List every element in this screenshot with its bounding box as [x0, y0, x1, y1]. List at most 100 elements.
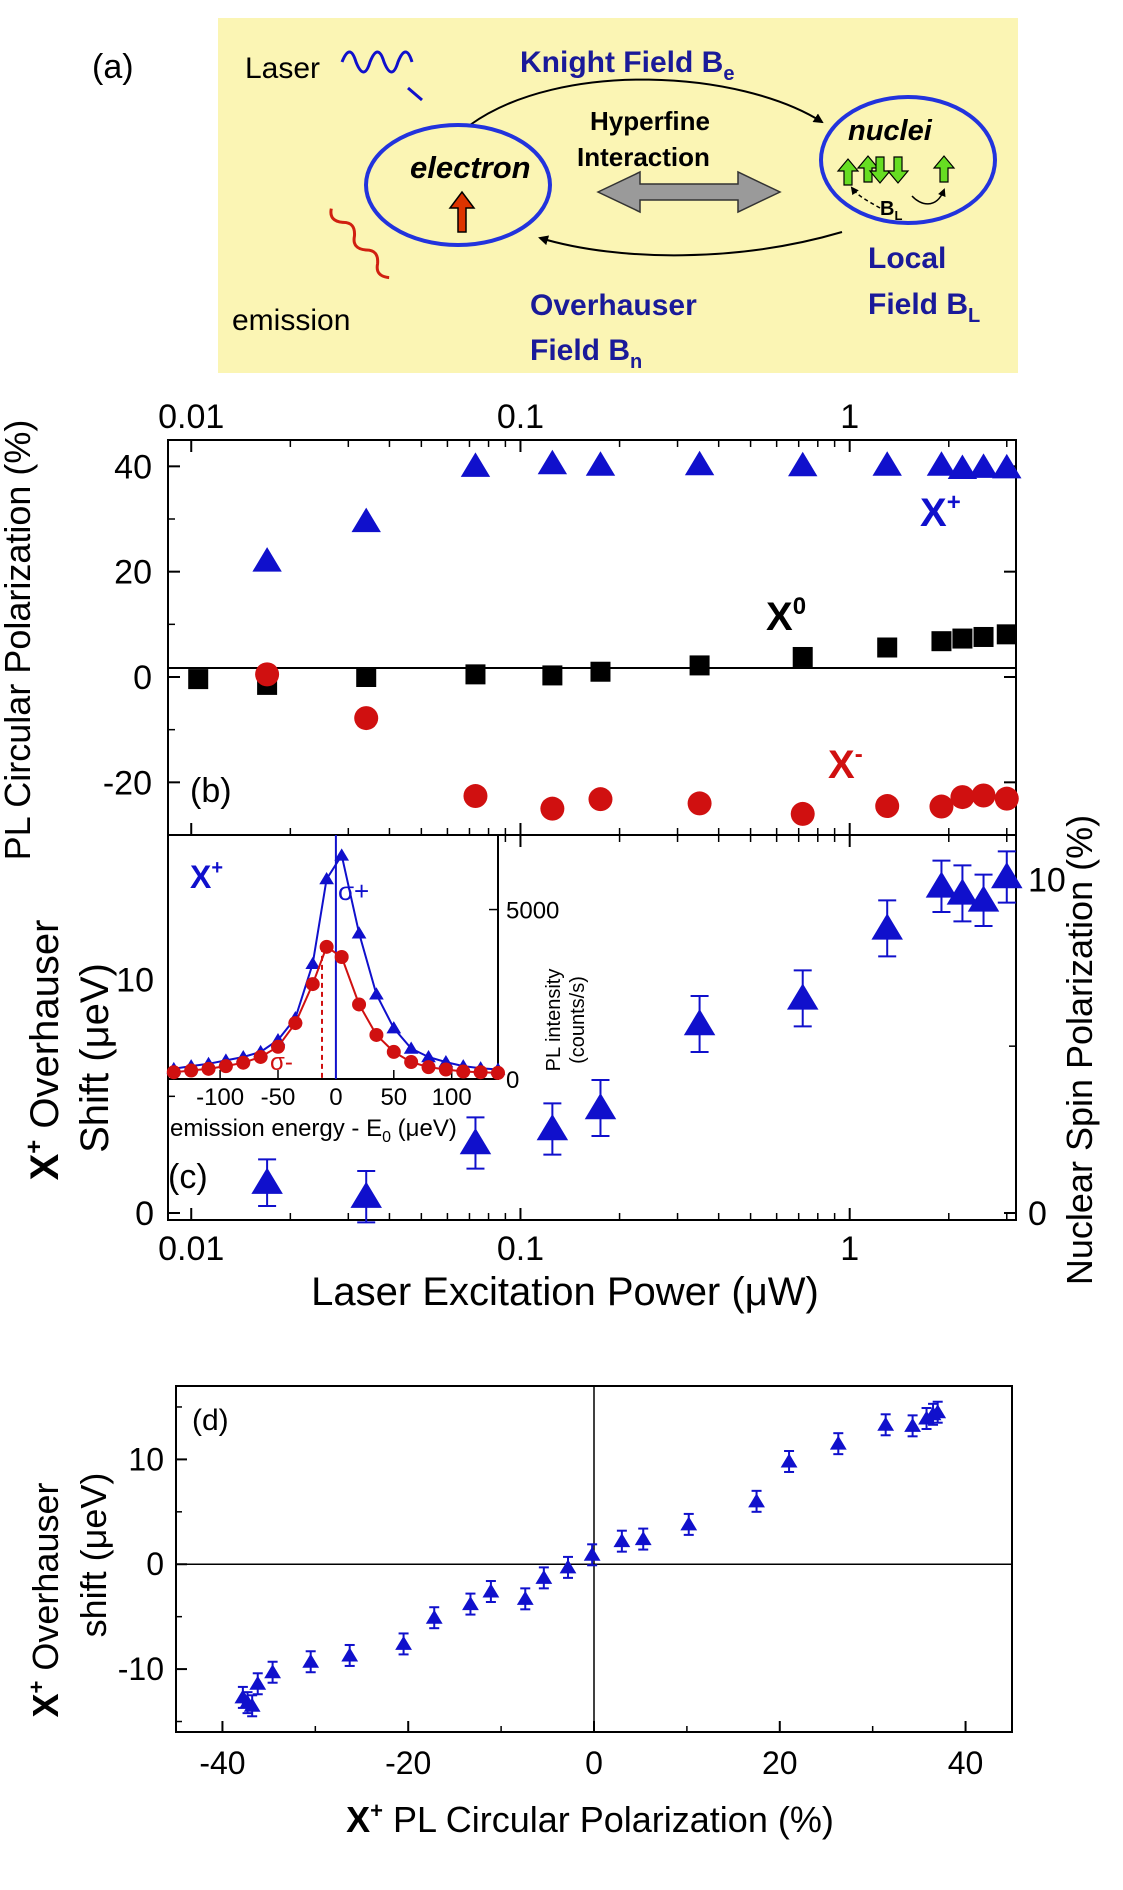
x-minus-point [875, 794, 900, 819]
inset-sigma-plus-point [369, 987, 384, 1000]
x-tick-label: 40 [948, 1745, 984, 1781]
x-plus-point [460, 452, 491, 477]
x-tick-label: -40 [199, 1745, 245, 1781]
panel-c-inset: -100 -50 0 50 100 0 5000 X+ σ+ σ- emission en… [166, 834, 589, 1146]
emission-wave-icon [329, 208, 390, 280]
x-minus-point [687, 791, 712, 816]
inset-sigma-minus-point [201, 1061, 216, 1076]
inset-x-tick-label: 0 [329, 1084, 342, 1111]
legend-x-minus: X- [828, 741, 863, 787]
d-point [877, 1416, 895, 1431]
x-zero-point [356, 667, 377, 687]
inset-sigma-plus-point [421, 1049, 436, 1063]
x-zero-point [996, 624, 1017, 645]
x-zero-point [973, 626, 994, 647]
y-tick-label: 0 [135, 1195, 154, 1233]
d-point [395, 1635, 412, 1650]
x-zero-point [952, 628, 973, 649]
d-point [748, 1493, 765, 1508]
x-minus-point [463, 784, 488, 809]
inset-sigma-minus: σ- [270, 1049, 293, 1076]
x-tick-label-top: 0.1 [497, 398, 544, 436]
y-tick-label: 0 [146, 1546, 164, 1582]
shift-point [459, 1128, 492, 1155]
inset-sigma-minus-point [404, 1055, 419, 1070]
panel-b: 0.01 0.1 1 -20 0 20 40 PL Circular Polarizati… [0, 398, 1022, 860]
inset-sigma-minus-point [184, 1063, 199, 1078]
x-minus-point [255, 662, 280, 687]
x-plus-point [926, 451, 957, 476]
inset-marks [166, 835, 506, 1080]
panel-c-marks [251, 850, 1023, 1224]
shift-point [536, 1114, 569, 1141]
y-tick-label: 20 [114, 554, 152, 592]
x-minus-point [994, 786, 1019, 811]
panel-c-ylabel-line1: X+ Overhauser [21, 920, 67, 1181]
inset-sigma-plus-point [305, 956, 321, 970]
panel-b-frame [167, 439, 1017, 836]
inset-sigma-minus-point [438, 1062, 453, 1077]
x-minus-point [354, 706, 379, 731]
shift-point [946, 878, 979, 905]
shift-point [584, 1093, 617, 1120]
x-zero-point [792, 646, 813, 667]
y-tick-label: -10 [118, 1651, 164, 1687]
nuclei-ellipse [819, 95, 997, 225]
inset-sigma-minus-point [236, 1055, 251, 1070]
d-point [780, 1453, 798, 1468]
inset-sigma-minus-point [218, 1059, 233, 1074]
inset-x-tick-label: -50 [261, 1084, 296, 1111]
x-tick-label: 0 [585, 1745, 603, 1781]
x-tick-label: 20 [762, 1745, 798, 1781]
x-minus-point [790, 801, 815, 826]
inset-sigma-minus-point [421, 1060, 436, 1075]
laser-wave-icon [340, 50, 414, 74]
x-tick-label: -20 [385, 1745, 431, 1781]
inset-sigma-minus-point [271, 1039, 285, 1054]
d-point [482, 1583, 500, 1598]
inset-sigma-minus-point [386, 1044, 401, 1059]
panel-d-ylabel-line2: shift (μeV) [73, 1473, 114, 1638]
x-minus-point [588, 787, 613, 812]
x-plus-point [947, 454, 978, 479]
d-point [634, 1531, 652, 1546]
x-zero-point [465, 664, 486, 685]
knight-field-arrow [469, 78, 824, 126]
panel-c-ylabel-right: Nuclear Spin Polarization (%) [1059, 815, 1100, 1285]
hyperfine-label-2: Interaction [577, 142, 710, 172]
panel-d-xlabel: X+ PL Circular Polarization (%) [346, 1798, 834, 1840]
x-zero-point [689, 655, 710, 676]
nuclei-bl-label: BL [880, 198, 902, 223]
panel-c-ylabel-line2: Shift (μeV) [73, 963, 117, 1153]
shift-point [967, 885, 1000, 912]
x-zero-point [877, 637, 898, 658]
inset-xlabel: emission energy - E0 (μeV) [170, 1115, 457, 1146]
laser-wave-tail-icon [407, 86, 423, 102]
inset-ylabel-1: PL intensity [543, 969, 565, 1072]
panel-d-ylabel-line1: X+ Overhauser [24, 1483, 66, 1718]
panel-c-xlabel: Laser Excitation Power (μW) [311, 1270, 819, 1314]
y-tick-label: 0 [133, 659, 152, 697]
inset-sigma-minus-point [473, 1065, 488, 1080]
x-zero-point [542, 665, 563, 686]
panel-b-marks [188, 449, 1022, 826]
x-zero-point [188, 669, 209, 690]
d-point [680, 1516, 698, 1531]
x-minus-point [540, 796, 565, 821]
shift-point [350, 1181, 382, 1208]
x-tick-label-bottom: 0.01 [158, 1230, 224, 1268]
x-minus-point [950, 785, 975, 810]
x-tick-label-top: 0.01 [158, 398, 224, 436]
electron-ellipse [364, 123, 552, 247]
knight-field-label: Knight Field Be [520, 46, 734, 85]
shift-point [683, 1009, 716, 1036]
local-field-label-1: Local [868, 242, 946, 275]
legend-x-plus: X+ [920, 489, 961, 535]
panel-a-label: (a) [92, 48, 134, 86]
inset-sigma-minus-point [166, 1065, 181, 1080]
x-tick-label-top: 1 [840, 398, 859, 436]
panel-d-marks [234, 1400, 947, 1718]
